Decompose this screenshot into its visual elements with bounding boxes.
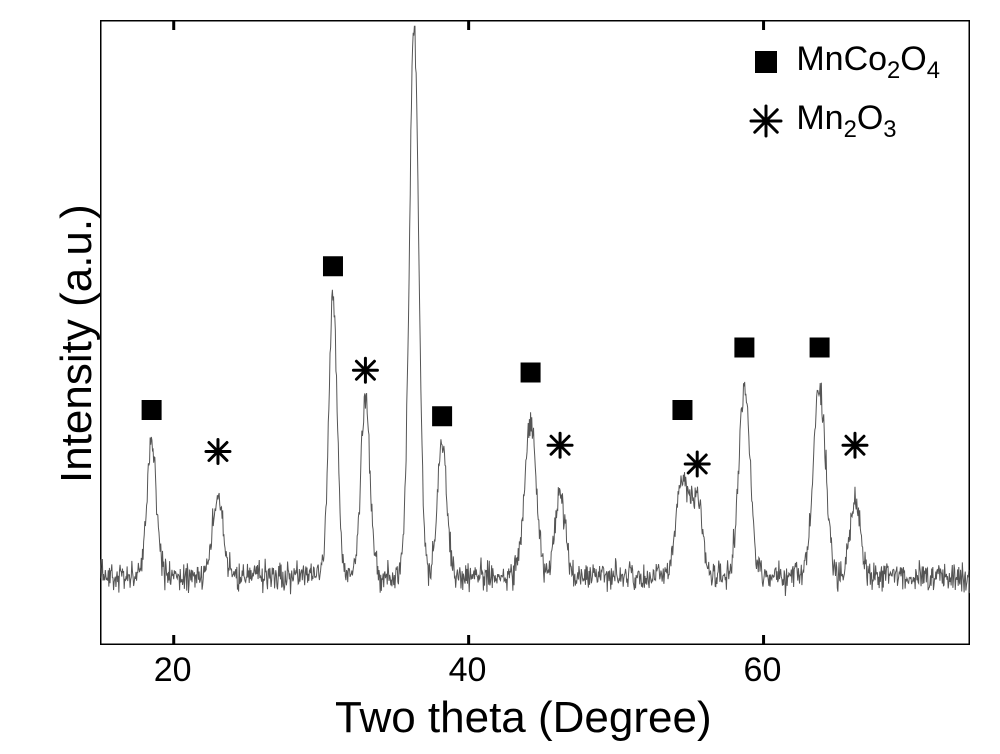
- legend-label: Mn2O3: [796, 99, 896, 144]
- x-axis-label: Two theta (Degree): [335, 693, 712, 743]
- asterisk-marker-icon: [744, 101, 788, 141]
- y-axis-label: Intensity (a.u.): [52, 204, 102, 483]
- x-tick-label: 20: [154, 651, 192, 690]
- square-marker-icon: [672, 400, 692, 420]
- square-marker-icon: [521, 363, 541, 383]
- legend-item: MnCo2O4: [744, 40, 940, 85]
- square-marker-icon: [323, 256, 343, 276]
- square-marker-icon: [432, 406, 452, 426]
- square-marker-icon: [744, 42, 788, 82]
- square-marker-icon: [810, 338, 830, 358]
- legend-label: MnCo2O4: [796, 40, 940, 85]
- legend: MnCo2O4 Mn2O3: [744, 40, 940, 158]
- chart-container: Two theta (Degree) Intensity (a.u.) MnCo…: [0, 0, 1000, 754]
- square-marker-icon: [755, 51, 777, 73]
- square-marker-icon: [142, 400, 162, 420]
- legend-item: Mn2O3: [744, 99, 940, 144]
- x-tick-label: 60: [744, 651, 782, 690]
- square-marker-icon: [734, 338, 754, 358]
- x-tick-label: 40: [449, 651, 487, 690]
